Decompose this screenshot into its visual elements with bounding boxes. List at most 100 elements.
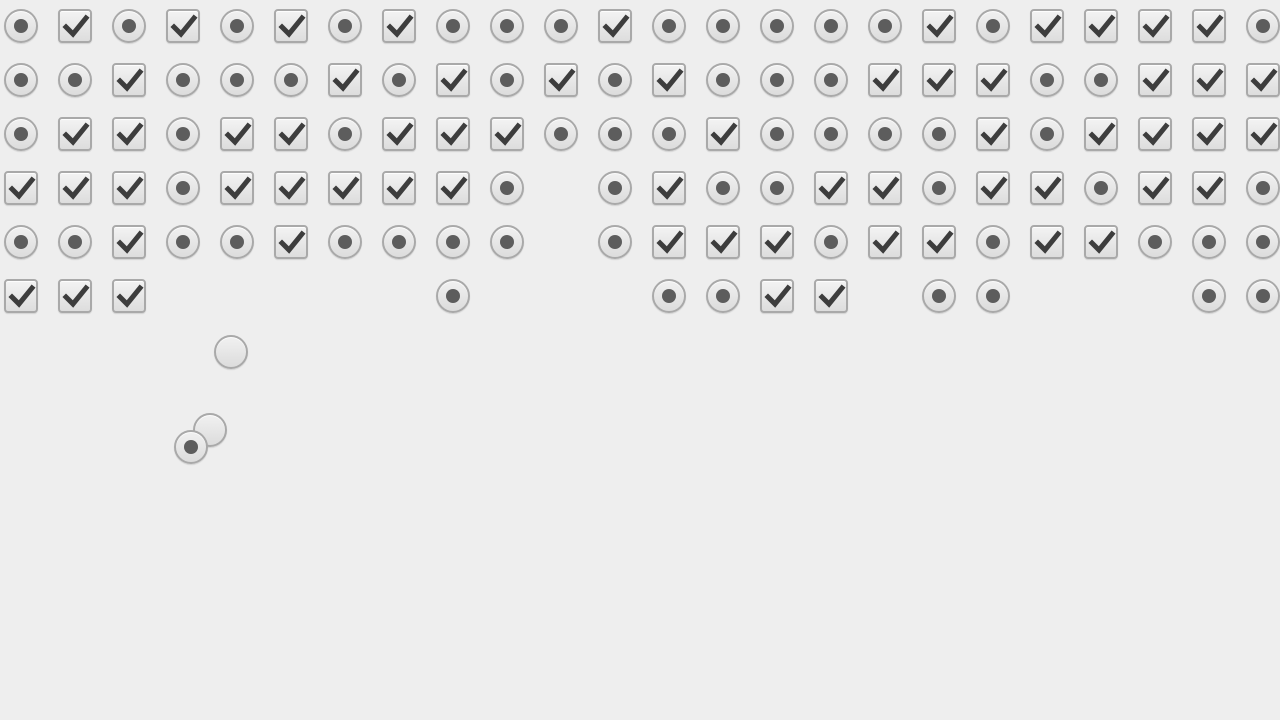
checkbox-checked-piece[interactable]: [1138, 9, 1172, 43]
radio-checked-piece[interactable]: [922, 117, 956, 151]
checkbox-checked-piece[interactable]: [1030, 171, 1064, 205]
checkbox-checked-piece[interactable]: [166, 9, 200, 43]
checkbox-checked-piece[interactable]: [4, 279, 38, 313]
checkbox-checked-piece[interactable]: [760, 225, 794, 259]
checkbox-checked-piece[interactable]: [274, 171, 308, 205]
checkbox-checked-piece[interactable]: [4, 171, 38, 205]
checkbox-checked-piece[interactable]: [1192, 171, 1226, 205]
radio-checked-piece[interactable]: [544, 9, 578, 43]
checkbox-checked-piece[interactable]: [382, 9, 416, 43]
checkbox-checked-piece[interactable]: [652, 171, 686, 205]
radio-checked-piece[interactable]: [112, 9, 146, 43]
radio-checked-piece[interactable]: [976, 279, 1010, 313]
radio-checked-piece[interactable]: [652, 117, 686, 151]
radio-checked-piece[interactable]: [4, 63, 38, 97]
radio-checked-piece[interactable]: [58, 63, 92, 97]
checkbox-checked-piece[interactable]: [1192, 63, 1226, 97]
checkbox-checked-piece[interactable]: [706, 225, 740, 259]
checkbox-checked-piece[interactable]: [976, 63, 1010, 97]
checkbox-checked-piece[interactable]: [274, 225, 308, 259]
checkbox-checked-piece[interactable]: [328, 171, 362, 205]
radio-checked-piece[interactable]: [976, 9, 1010, 43]
checkbox-checked-piece[interactable]: [1084, 9, 1118, 43]
radio-checked-piece[interactable]: [490, 9, 524, 43]
radio-checked-piece[interactable]: [166, 117, 200, 151]
checkbox-checked-piece[interactable]: [1192, 9, 1226, 43]
radio-checked-piece[interactable]: [1138, 225, 1172, 259]
radio-checked-piece[interactable]: [598, 63, 632, 97]
radio-checked-piece[interactable]: [652, 9, 686, 43]
radio-checked-piece[interactable]: [706, 279, 740, 313]
radio-checked-piece[interactable]: [706, 9, 740, 43]
radio-checked-piece[interactable]: [382, 63, 416, 97]
checkbox-checked-piece[interactable]: [1246, 117, 1280, 151]
radio-checked-piece[interactable]: [4, 9, 38, 43]
radio-checked-piece[interactable]: [490, 171, 524, 205]
checkbox-checked-piece[interactable]: [868, 63, 902, 97]
checkbox-checked-piece[interactable]: [328, 63, 362, 97]
falling-radio-checked-piece[interactable]: [174, 430, 208, 464]
radio-checked-piece[interactable]: [1084, 63, 1118, 97]
radio-checked-piece[interactable]: [814, 225, 848, 259]
checkbox-checked-piece[interactable]: [1138, 117, 1172, 151]
checkbox-checked-piece[interactable]: [220, 171, 254, 205]
radio-checked-piece[interactable]: [1192, 279, 1226, 313]
checkbox-checked-piece[interactable]: [112, 63, 146, 97]
radio-checked-piece[interactable]: [490, 63, 524, 97]
checkbox-checked-piece[interactable]: [58, 279, 92, 313]
radio-checked-piece[interactable]: [436, 225, 470, 259]
checkbox-checked-piece[interactable]: [1138, 171, 1172, 205]
radio-checked-piece[interactable]: [328, 9, 362, 43]
checkbox-checked-piece[interactable]: [112, 225, 146, 259]
checkbox-checked-piece[interactable]: [544, 63, 578, 97]
radio-checked-piece[interactable]: [220, 9, 254, 43]
checkbox-checked-piece[interactable]: [436, 171, 470, 205]
checkbox-checked-piece[interactable]: [760, 279, 794, 313]
checkbox-checked-piece[interactable]: [1246, 63, 1280, 97]
checkbox-checked-piece[interactable]: [976, 117, 1010, 151]
checkbox-checked-piece[interactable]: [112, 279, 146, 313]
checkbox-checked-piece[interactable]: [58, 171, 92, 205]
radio-checked-piece[interactable]: [166, 63, 200, 97]
radio-checked-piece[interactable]: [436, 9, 470, 43]
checkbox-checked-piece[interactable]: [436, 63, 470, 97]
radio-checked-piece[interactable]: [922, 171, 956, 205]
radio-checked-piece[interactable]: [1084, 171, 1118, 205]
checkbox-checked-piece[interactable]: [922, 63, 956, 97]
radio-checked-piece[interactable]: [58, 225, 92, 259]
checkbox-checked-piece[interactable]: [1030, 9, 1064, 43]
radio-checked-piece[interactable]: [166, 171, 200, 205]
checkbox-checked-piece[interactable]: [868, 225, 902, 259]
radio-checked-piece[interactable]: [436, 279, 470, 313]
radio-checked-piece[interactable]: [976, 225, 1010, 259]
radio-checked-piece[interactable]: [4, 117, 38, 151]
radio-checked-piece[interactable]: [1246, 9, 1280, 43]
radio-checked-piece[interactable]: [382, 225, 416, 259]
radio-checked-piece[interactable]: [760, 171, 794, 205]
radio-checked-piece[interactable]: [1192, 225, 1226, 259]
radio-checked-piece[interactable]: [4, 225, 38, 259]
checkbox-checked-piece[interactable]: [1192, 117, 1226, 151]
checkbox-checked-piece[interactable]: [922, 225, 956, 259]
checkbox-checked-piece[interactable]: [58, 117, 92, 151]
checkbox-checked-piece[interactable]: [274, 9, 308, 43]
radio-checked-piece[interactable]: [760, 9, 794, 43]
radio-checked-piece[interactable]: [1246, 171, 1280, 205]
radio-checked-piece[interactable]: [652, 279, 686, 313]
falling-radio-empty-piece[interactable]: [214, 335, 248, 369]
checkbox-checked-piece[interactable]: [490, 117, 524, 151]
radio-checked-piece[interactable]: [1246, 279, 1280, 313]
checkbox-checked-piece[interactable]: [1138, 63, 1172, 97]
radio-checked-piece[interactable]: [598, 117, 632, 151]
radio-checked-piece[interactable]: [166, 225, 200, 259]
radio-checked-piece[interactable]: [760, 63, 794, 97]
radio-checked-piece[interactable]: [1246, 225, 1280, 259]
radio-checked-piece[interactable]: [328, 225, 362, 259]
checkbox-checked-piece[interactable]: [220, 117, 254, 151]
checkbox-checked-piece[interactable]: [814, 279, 848, 313]
checkbox-checked-piece[interactable]: [436, 117, 470, 151]
radio-checked-piece[interactable]: [1030, 63, 1064, 97]
radio-checked-piece[interactable]: [598, 225, 632, 259]
radio-checked-piece[interactable]: [544, 117, 578, 151]
radio-checked-piece[interactable]: [868, 117, 902, 151]
